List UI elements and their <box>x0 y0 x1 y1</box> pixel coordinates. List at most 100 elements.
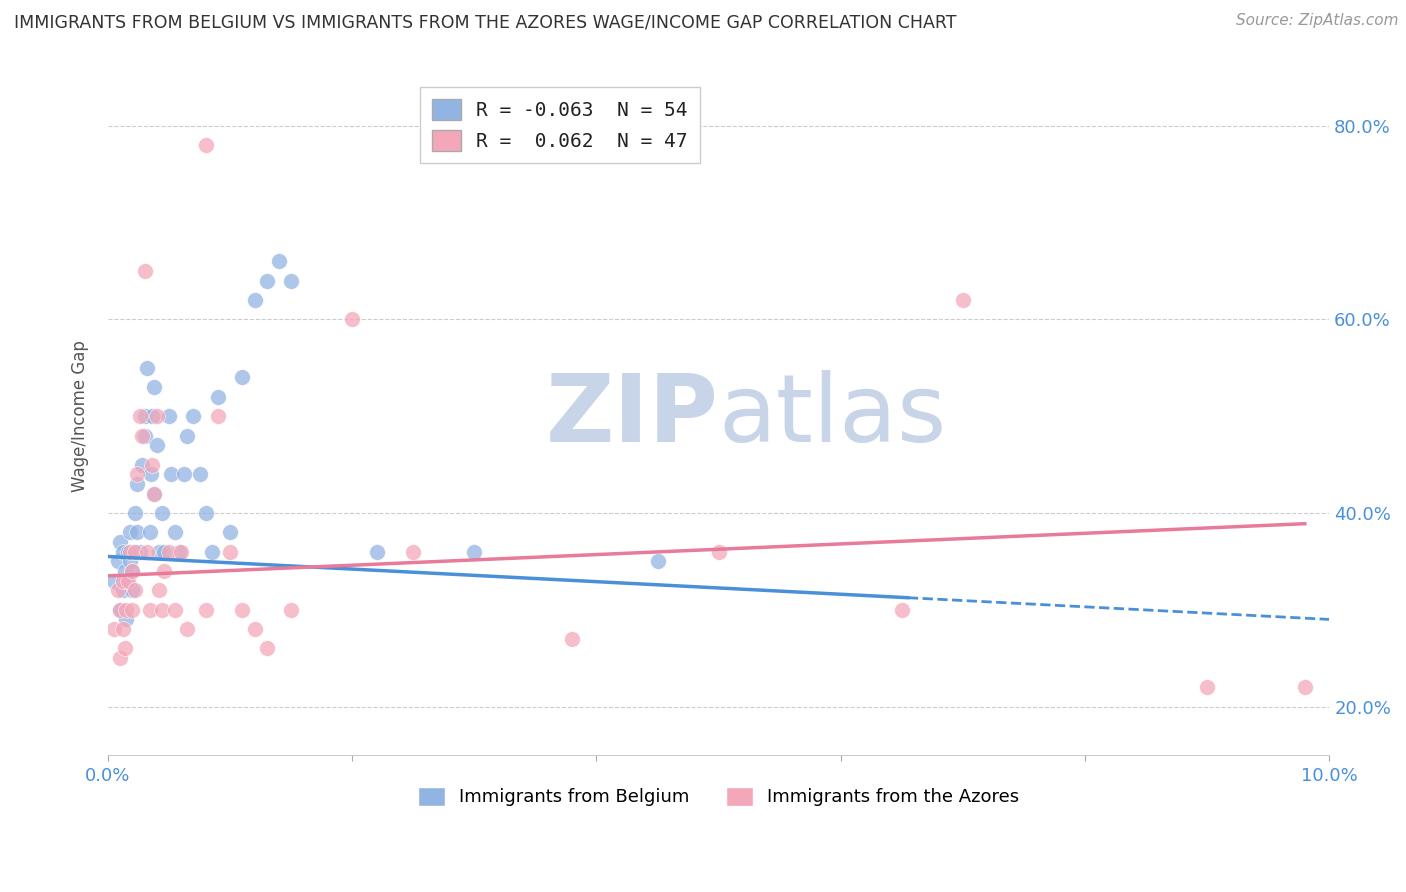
Point <box>219 544 242 558</box>
Point <box>108 603 131 617</box>
Point <box>108 651 131 665</box>
Point <box>138 525 160 540</box>
Point <box>121 564 143 578</box>
Point <box>194 138 217 153</box>
Point <box>148 583 170 598</box>
Point <box>141 409 163 424</box>
Point <box>157 409 180 424</box>
Point <box>173 467 195 482</box>
Point <box>115 603 138 617</box>
Point <box>146 409 169 424</box>
Point <box>188 467 211 482</box>
Point <box>201 544 224 558</box>
Point <box>157 544 180 558</box>
Point <box>256 641 278 656</box>
Point <box>1294 680 1316 694</box>
Point <box>219 525 242 540</box>
Point <box>124 544 146 558</box>
Point <box>111 574 134 588</box>
Point <box>561 632 583 646</box>
Point <box>165 525 187 540</box>
Point <box>150 603 173 617</box>
Point <box>366 544 388 558</box>
Point <box>342 312 364 326</box>
Point <box>121 564 143 578</box>
Point <box>402 544 425 558</box>
Point <box>143 486 166 500</box>
Point <box>141 458 163 472</box>
Point <box>280 603 302 617</box>
Point <box>131 458 153 472</box>
Point <box>136 360 159 375</box>
Point <box>111 544 134 558</box>
Point <box>231 603 253 617</box>
Point <box>463 544 485 558</box>
Point <box>707 544 730 558</box>
Point <box>1197 680 1219 694</box>
Point <box>118 544 141 558</box>
Point <box>243 622 266 636</box>
Point <box>107 554 129 568</box>
Point <box>118 554 141 568</box>
Point <box>111 583 134 598</box>
Point <box>267 254 290 268</box>
Point <box>176 428 198 442</box>
Point <box>194 603 217 617</box>
Point <box>108 535 131 549</box>
Point <box>103 574 125 588</box>
Point <box>280 274 302 288</box>
Point <box>160 467 183 482</box>
Point <box>118 525 141 540</box>
Point <box>128 544 150 558</box>
Point <box>176 622 198 636</box>
Point <box>124 506 146 520</box>
Point <box>128 409 150 424</box>
Point <box>143 486 166 500</box>
Point <box>170 544 193 558</box>
Point <box>117 544 139 558</box>
Point <box>183 409 205 424</box>
Point <box>167 544 190 558</box>
Point <box>153 564 176 578</box>
Point <box>243 293 266 307</box>
Point <box>124 544 146 558</box>
Point <box>231 370 253 384</box>
Point <box>207 409 229 424</box>
Point <box>114 564 136 578</box>
Point <box>146 438 169 452</box>
Point <box>139 467 162 482</box>
Point <box>121 583 143 598</box>
Point <box>952 293 974 307</box>
Point <box>647 757 669 772</box>
Point <box>207 390 229 404</box>
Point <box>134 264 156 278</box>
Legend: Immigrants from Belgium, Immigrants from the Azores: Immigrants from Belgium, Immigrants from… <box>411 780 1026 814</box>
Text: IMMIGRANTS FROM BELGIUM VS IMMIGRANTS FROM THE AZORES WAGE/INCOME GAP CORRELATIO: IMMIGRANTS FROM BELGIUM VS IMMIGRANTS FR… <box>14 13 956 31</box>
Point <box>150 506 173 520</box>
Point <box>127 467 149 482</box>
Point <box>194 506 217 520</box>
Point <box>134 409 156 424</box>
Point <box>107 583 129 598</box>
Point <box>890 603 912 617</box>
Point <box>108 603 131 617</box>
Point <box>153 544 176 558</box>
Point <box>647 554 669 568</box>
Point <box>117 574 139 588</box>
Text: ZIP: ZIP <box>546 370 718 462</box>
Y-axis label: Wage/Income Gap: Wage/Income Gap <box>72 340 89 492</box>
Point <box>124 583 146 598</box>
Point <box>1135 815 1157 830</box>
Point <box>806 815 828 830</box>
Point <box>103 622 125 636</box>
Point <box>134 428 156 442</box>
Point <box>127 477 149 491</box>
Point <box>138 603 160 617</box>
Point <box>256 274 278 288</box>
Point <box>165 603 187 617</box>
Point <box>115 612 138 626</box>
Text: atlas: atlas <box>718 370 946 462</box>
Point <box>121 603 143 617</box>
Point <box>143 380 166 394</box>
Point <box>114 641 136 656</box>
